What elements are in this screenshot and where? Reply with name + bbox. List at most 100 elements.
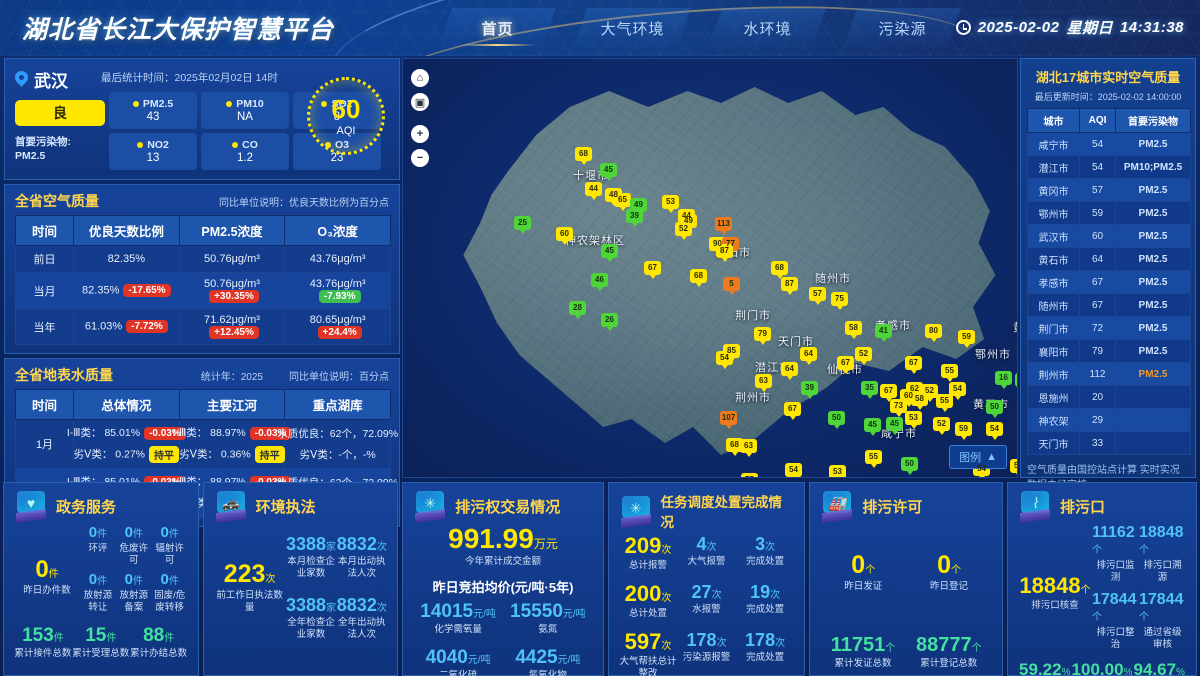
gov-total-stat: 153件 累计接件总数 [14, 624, 72, 659]
layers-icon[interactable]: ▣ [411, 93, 429, 111]
map-station-marker[interactable]: 45 [864, 418, 881, 436]
map-station-marker[interactable]: 54 [949, 382, 966, 400]
map-station-marker[interactable]: 63 [755, 374, 772, 392]
map-station-marker[interactable]: 54 [716, 351, 733, 369]
table-row[interactable]: 潜江市 54 PM10;PM2.5 [1027, 155, 1191, 179]
map-station-marker[interactable]: 73 [890, 399, 907, 417]
table-row[interactable]: 黄石市 64 PM2.5 [1027, 247, 1191, 271]
table-row[interactable]: 荆州市 112 PM2.5 [1027, 362, 1191, 386]
map-station-marker[interactable]: 50 [901, 457, 918, 475]
nav-item-air[interactable]: 大气环境 [565, 0, 700, 56]
map-station-marker[interactable]: 52 [921, 384, 938, 402]
zoom-out-icon[interactable]: − [411, 149, 429, 167]
zoom-in-icon[interactable]: + [411, 125, 429, 143]
map-station-marker[interactable]: 54 [785, 463, 802, 477]
table-row[interactable]: 武汉市 60 PM2.5 [1027, 224, 1191, 248]
map-station-marker[interactable]: 39 [801, 381, 818, 399]
map-station-marker[interactable]: 59 [1010, 459, 1017, 477]
map-station-marker[interactable]: 45 [600, 163, 617, 181]
map-station-marker[interactable]: 64 [781, 362, 798, 380]
map-station-marker[interactable]: 67 [905, 356, 922, 374]
cell-primary-pollutant [1115, 408, 1191, 432]
map-station-marker[interactable]: 45 [601, 244, 618, 262]
map-station-marker[interactable]: 67 [880, 384, 897, 402]
table-row[interactable]: 恩施州 20 [1027, 385, 1191, 409]
map-station-marker[interactable]: 63 [740, 439, 757, 457]
map-station-marker[interactable]: 5 [723, 277, 740, 295]
table-row[interactable]: 黄冈市 57 PM2.5 [1027, 178, 1191, 202]
table-row[interactable]: 天门市 33 [1027, 431, 1191, 455]
map-station-marker[interactable]: 59 [955, 422, 972, 440]
map-station-marker[interactable]: 12 [1015, 373, 1017, 387]
map-station-marker[interactable]: 107 [720, 411, 737, 429]
map-station-marker[interactable]: 26 [601, 313, 618, 331]
map-station-marker[interactable]: 65 [614, 193, 631, 211]
map-station-marker[interactable]: 59 [958, 330, 975, 348]
province-map[interactable]: ⌂ ▣ + − 十堰市神农架林区襄阳市随州市荆门市孝感市天门市潜江市仙桃市鄂州市… [402, 58, 1018, 478]
map-station-marker[interactable]: 113 [715, 217, 732, 235]
table-row[interactable]: 咸宁市 54 PM2.5 [1027, 132, 1191, 156]
table-row[interactable]: 随州市 67 PM2.5 [1027, 293, 1191, 317]
map-station-marker[interactable]: 55 [936, 394, 953, 412]
home-icon[interactable]: ⌂ [411, 69, 429, 87]
map-station-marker[interactable]: 50 [986, 400, 1003, 418]
table-row[interactable]: 荆门市 72 PM2.5 [1027, 316, 1191, 340]
map-station-marker[interactable]: 41 [875, 324, 892, 342]
map-station-marker[interactable]: 67 [644, 261, 661, 279]
map-station-marker[interactable]: 50 [828, 411, 845, 429]
map-station-marker[interactable]: 48 [605, 188, 622, 206]
enforcement-stat: 8832次 本月出动执法人次 [336, 534, 387, 579]
map-station-marker[interactable]: 67 [837, 356, 854, 374]
map-station-marker[interactable]: 60 [556, 227, 573, 245]
map-station-marker[interactable]: 60 [900, 389, 917, 407]
map-station-marker[interactable]: 68 [771, 261, 788, 279]
map-station-marker[interactable]: 75 [741, 473, 758, 477]
outfall-main-stat: 18848个 排污口核查 [1019, 573, 1091, 612]
map-station-marker[interactable]: 44 [585, 182, 602, 200]
value: 82.35% [82, 284, 120, 297]
pipe-outfall-icon: ⌇ [1018, 491, 1052, 524]
map-station-marker[interactable]: 80 [925, 324, 942, 342]
map-station-marker[interactable]: 68 [726, 438, 743, 456]
cell-pm: 50.76μg/m³+30.35% [178, 272, 286, 309]
map-station-marker[interactable]: 39 [626, 209, 643, 227]
map-station-marker[interactable]: 54 [973, 462, 990, 477]
nav-item-pollution[interactable]: 污染源 [835, 0, 970, 56]
map-station-marker[interactable]: 52 [855, 347, 872, 365]
map-station-marker[interactable]: 52 [675, 222, 692, 240]
map-station-marker[interactable]: 45 [886, 417, 903, 435]
map-station-marker[interactable]: 25 [514, 216, 531, 234]
legend-toggle-button[interactable]: 图例 ▲ [949, 445, 1007, 469]
map-station-marker[interactable]: 67 [784, 402, 801, 420]
map-station-marker[interactable]: 46 [591, 273, 608, 291]
map-station-marker[interactable]: 53 [662, 195, 679, 213]
map-station-marker[interactable]: 35 [861, 381, 878, 399]
map-station-marker[interactable]: 87 [781, 277, 798, 295]
map-station-marker[interactable]: 57 [809, 287, 826, 305]
map-station-marker[interactable]: 28 [569, 301, 586, 319]
map-station-marker[interactable]: 55 [941, 364, 958, 382]
table-row[interactable]: 襄阳市 79 PM2.5 [1027, 339, 1191, 363]
map-station-marker[interactable]: 68 [690, 269, 707, 287]
map-station-marker[interactable]: 58 [845, 321, 862, 339]
table-row[interactable]: 神农架 29 [1027, 408, 1191, 432]
map-station-marker[interactable]: 58 [911, 392, 928, 410]
map-station-marker[interactable]: 55 [865, 477, 882, 478]
map-station-marker[interactable]: 68 [575, 147, 592, 165]
nav-item-home[interactable]: 首页 [430, 0, 565, 56]
map-station-marker[interactable]: 87 [716, 244, 733, 262]
map-station-marker[interactable]: 54 [986, 422, 1003, 440]
table-row[interactable]: 孝感市 67 PM2.5 [1027, 270, 1191, 294]
map-station-marker[interactable]: 75 [831, 292, 848, 310]
map-station-marker[interactable]: 53 [905, 411, 922, 429]
cell-aqi: 60 [1079, 224, 1116, 248]
map-station-marker[interactable]: 16 [995, 371, 1012, 389]
cell-primary-pollutant: PM2.5 [1115, 224, 1191, 248]
table-row[interactable]: 鄂州市 59 PM2.5 [1027, 201, 1191, 225]
map-station-marker[interactable]: 79 [754, 327, 771, 345]
map-station-marker[interactable]: 64 [800, 347, 817, 365]
nav-item-water[interactable]: 水环境 [700, 0, 835, 56]
map-station-marker[interactable]: 52 [933, 417, 950, 435]
map-station-marker[interactable]: 55 [865, 450, 882, 468]
map-station-marker[interactable]: 53 [829, 465, 846, 477]
